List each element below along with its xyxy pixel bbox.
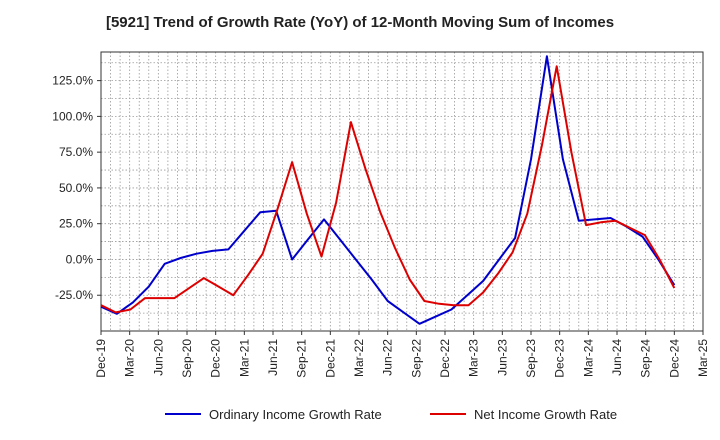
x-tick-label: Dec-24 bbox=[667, 339, 681, 378]
legend-label-2: Net Income Growth Rate bbox=[474, 407, 617, 422]
x-tick-label: Mar-25 bbox=[696, 339, 710, 377]
x-tick-label: Mar-24 bbox=[581, 339, 595, 377]
x-tick-label: Jun-20 bbox=[151, 339, 165, 376]
x-tick-label: Dec-20 bbox=[209, 339, 223, 378]
plot-frame bbox=[100, 51, 704, 332]
legend-label-1: Ordinary Income Growth Rate bbox=[209, 407, 382, 422]
x-tick-label: Jun-22 bbox=[381, 339, 395, 376]
x-tick-label: Dec-19 bbox=[94, 339, 108, 378]
x-tick-label: Mar-23 bbox=[467, 339, 481, 377]
x-tick-label: Mar-20 bbox=[123, 339, 137, 377]
y-tick-label: 100.0% bbox=[52, 109, 93, 123]
y-tick-label: 25.0% bbox=[59, 217, 93, 231]
x-tick-label: Dec-23 bbox=[553, 339, 567, 378]
x-tick-label: Jun-24 bbox=[610, 339, 624, 376]
series-line-1 bbox=[100, 55, 676, 325]
plot-area bbox=[101, 52, 703, 331]
x-tick-label: Dec-21 bbox=[323, 339, 337, 378]
x-tick-label: Sep-21 bbox=[295, 339, 309, 378]
series-line-2 bbox=[100, 65, 676, 314]
x-tick-label: Dec-22 bbox=[438, 339, 452, 378]
y-tick-label: 125.0% bbox=[52, 74, 93, 88]
y-tick-label: 0.0% bbox=[66, 252, 94, 266]
x-tick-label: Sep-23 bbox=[524, 339, 538, 378]
x-tick-label: Mar-22 bbox=[352, 339, 366, 377]
y-tick-label: -25.0% bbox=[55, 288, 93, 302]
x-tick-label: Jun-23 bbox=[495, 339, 509, 376]
x-tick-label: Mar-21 bbox=[237, 339, 251, 377]
x-tick-label: Jun-21 bbox=[266, 339, 280, 376]
x-tick-label: Sep-20 bbox=[180, 339, 194, 378]
y-tick-label: 75.0% bbox=[59, 145, 93, 159]
y-tick-label: 50.0% bbox=[59, 181, 93, 195]
chart-title: [5921] Trend of Growth Rate (YoY) of 12-… bbox=[105, 14, 615, 31]
x-tick-label: Sep-22 bbox=[409, 339, 423, 378]
x-tick-label: Sep-24 bbox=[639, 339, 653, 378]
